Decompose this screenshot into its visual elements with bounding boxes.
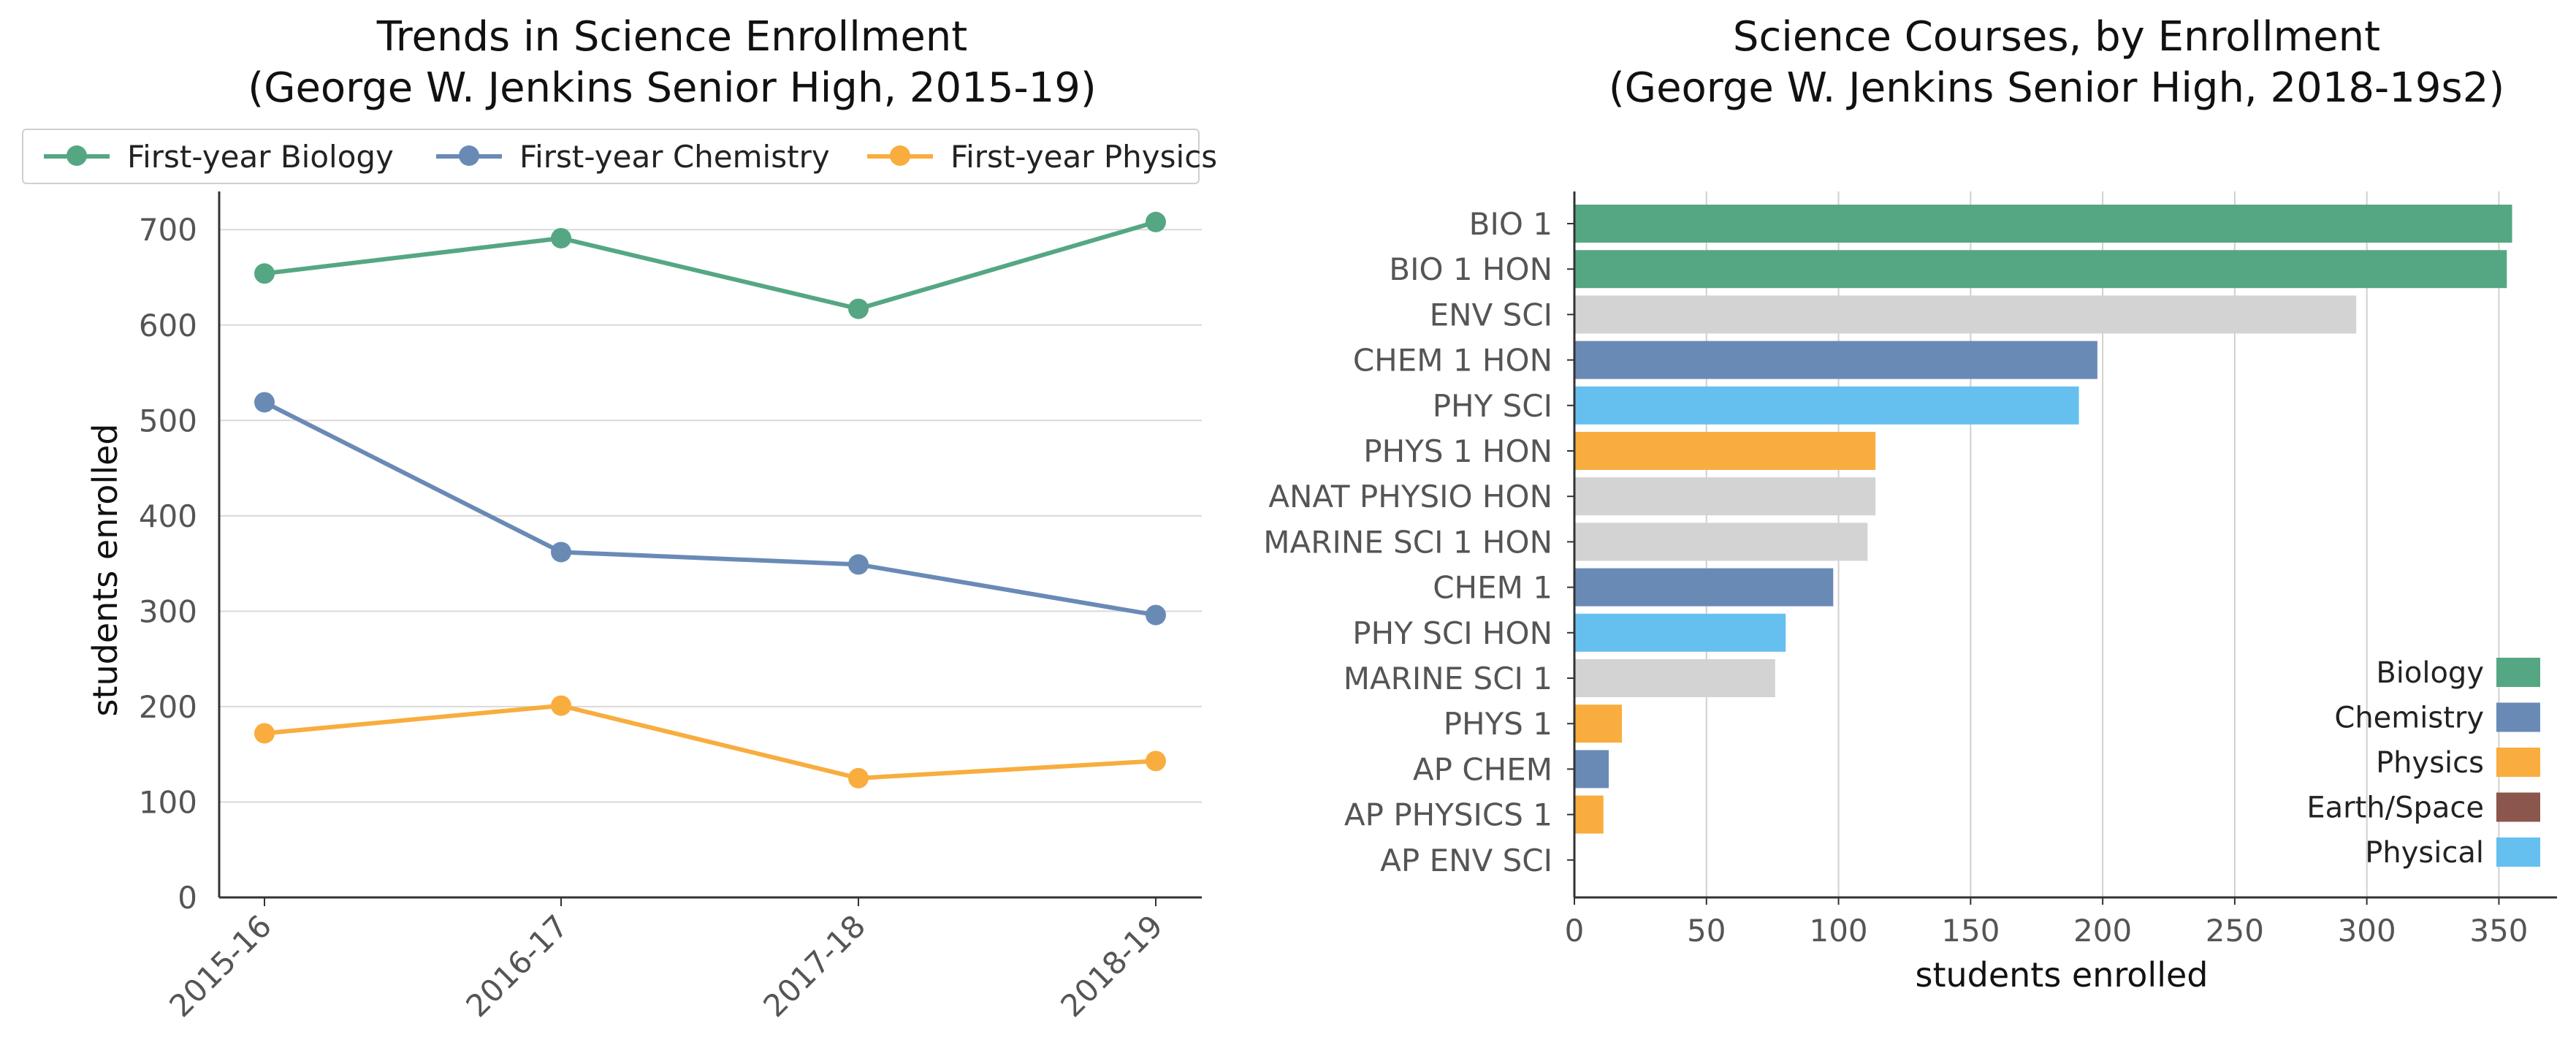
legend-label-biology: First-year Biology	[127, 138, 394, 175]
bar-category-label-ap-chem: AP CHEM	[1413, 751, 1552, 787]
data-point-first-year-physics-2018-19	[1146, 751, 1166, 772]
bar-legend-swatch-physical	[2496, 837, 2540, 867]
bar-chart-legend: Biology Chemistry Physics Earth/Space Physic…	[2306, 656, 2540, 870]
legend-label-physics: First-year Physics	[950, 138, 1218, 175]
bar-bio-1-hon	[1574, 250, 2507, 289]
bar-x-tick-label-150: 150	[1941, 913, 2000, 949]
bar-phys-1	[1574, 704, 1623, 743]
bar-x-tick-label-50: 50	[1687, 913, 1726, 949]
series-line-first-year-biology	[264, 219, 1156, 311]
bar-chem-1-hon	[1574, 341, 2097, 379]
bar-legend-swatch-chemistry	[2496, 702, 2540, 732]
legend-swatch-biology	[44, 145, 110, 166]
bar-category-label-bio-1-hon: BIO 1 HON	[1389, 251, 1552, 287]
data-point-first-year-physics-2017-18	[848, 767, 869, 789]
legend-item-chemistry: First-year Chemistry	[436, 130, 830, 183]
legend-item-biology: First-year Biology	[44, 130, 394, 183]
legend-swatch-physics	[867, 145, 933, 166]
bar-chart-title-line-2: (George W. Jenkins Senior High, 2018-19s…	[1608, 64, 2505, 112]
data-point-first-year-chemistry-2018-19	[1146, 604, 1166, 626]
line-chart-axes: 0 100 200 300 400 500 600 700 2015-16 2016-17 2017…	[139, 191, 1202, 1024]
bar-x-tick-label-350: 350	[2469, 913, 2528, 949]
bar-chart-x-axis-label: students enrolled	[1916, 955, 2209, 995]
bar-ap-physics-1	[1574, 795, 1604, 834]
y-tick-label-0: 0	[178, 880, 197, 916]
bar-bio-1	[1574, 205, 2512, 243]
y-tick-label-300: 300	[139, 593, 197, 629]
bar-category-label-bio-1: BIO 1	[1469, 206, 1552, 242]
line-chart-series	[254, 211, 1166, 789]
bar-x-tick-label-200: 200	[2073, 913, 2132, 949]
data-point-first-year-biology-2015-16	[254, 263, 275, 284]
bar-env-sci	[1574, 295, 2357, 334]
bar-category-label-phy-sci-hon: PHY SCI HON	[1352, 615, 1552, 651]
line-chart-title-line-1: Trends in Science Enrollment	[376, 13, 968, 61]
legend-item-physics: First-year Physics	[867, 130, 1217, 183]
line-chart-gridlines	[219, 229, 1202, 803]
bar-category-label-chem-1-hon: CHEM 1 HON	[1353, 343, 1552, 379]
bar-marine-sci-1	[1574, 659, 1775, 697]
bar-category-label-phys-1-hon: PHYS 1 HON	[1363, 433, 1552, 469]
bar-category-label-env-sci: ENV SCI	[1430, 297, 1552, 333]
data-point-first-year-chemistry-2015-16	[254, 392, 275, 413]
data-point-first-year-physics-2016-17	[551, 695, 571, 716]
line-chart-legend: First-year Biology First-year Chemistry …	[22, 129, 1217, 184]
x-tick-label-2018-19: 2018-19	[1053, 908, 1170, 1024]
bar-x-tick-label-300: 300	[2338, 913, 2396, 949]
bar-category-label-ap-env-sci: AP ENV SCI	[1380, 843, 1552, 878]
bar-category-label-anat-physio-hon: ANAT PHYSIO HON	[1268, 479, 1552, 514]
x-tick-label-2017-18: 2017-18	[756, 908, 872, 1024]
legend-swatch-chemistry	[436, 145, 502, 166]
line-chart-title: Trends in Science Enrollment (George W. …	[146, 12, 1198, 114]
bar-legend-label-physical: Physical	[2365, 836, 2484, 870]
bar-marine-sci-1-hon	[1574, 523, 1868, 561]
bar-category-label-phy-sci: PHY SCI	[1433, 388, 1552, 424]
bar-category-label-marine-sci-1: MARINE SCI 1	[1344, 661, 1552, 696]
data-point-first-year-chemistry-2016-17	[551, 542, 571, 563]
line-chart-title-line-2: (George W. Jenkins Senior High, 2015-19)	[248, 64, 1097, 112]
bar-chart-axes: 0 50 100 150 200 250 300 350 BIO 1 BIO 1 HON ENV S…	[1263, 191, 2557, 949]
bar-legend-label-chemistry: Chemistry	[2334, 702, 2484, 735]
x-tick-label-2016-17: 2016-17	[459, 908, 575, 1024]
bar-x-tick-label-100: 100	[1809, 913, 1867, 949]
y-tick-label-500: 500	[139, 403, 197, 438]
bar-category-label-phys-1: PHYS 1	[1444, 706, 1552, 742]
bar-x-tick-label-250: 250	[2206, 913, 2264, 949]
data-point-first-year-physics-2015-16	[254, 723, 275, 744]
x-tick-label-2015-16: 2015-16	[162, 908, 278, 1024]
bar-chart-title-line-1: Science Courses, by Enrollment	[1732, 13, 2381, 61]
data-point-first-year-biology-2018-19	[1146, 211, 1166, 232]
series-line-first-year-physics	[264, 703, 1156, 780]
data-point-first-year-biology-2017-18	[848, 298, 869, 319]
bar-x-tick-label-0: 0	[1565, 913, 1585, 949]
line-chart-y-axis-label: students enrolled	[85, 424, 125, 717]
bar-phys-1-hon	[1574, 432, 1876, 470]
bar-legend-label-earth-space: Earth/Space	[2306, 791, 2484, 825]
bar-ap-chem	[1574, 750, 1609, 789]
bar-legend-label-physics: Physics	[2376, 746, 2484, 780]
y-tick-label-700: 700	[139, 212, 197, 248]
y-tick-label-400: 400	[139, 498, 197, 534]
y-tick-label-100: 100	[139, 784, 197, 820]
bar-category-label-ap-physics-1: AP PHYSICS 1	[1344, 797, 1552, 833]
series-line-first-year-chemistry	[263, 400, 1156, 618]
bar-chart-title: Science Courses, by Enrollment (George W…	[1571, 12, 2542, 114]
bar-category-label-chem-1: CHEM 1	[1433, 570, 1552, 606]
data-point-first-year-chemistry-2017-18	[848, 554, 869, 575]
data-point-first-year-biology-2016-17	[551, 227, 571, 248]
bar-category-label-marine-sci-1-hon: MARINE SCI 1 HON	[1263, 524, 1552, 560]
bar-legend-label-biology: Biology	[2376, 656, 2484, 690]
bar-chem-1	[1574, 568, 1834, 607]
bar-phy-sci	[1574, 386, 2079, 425]
y-tick-label-600: 600	[139, 308, 197, 343]
legend-label-chemistry: First-year Chemistry	[519, 138, 830, 175]
bar-chart-bars	[1574, 205, 2512, 834]
bar-phy-sci-hon	[1574, 613, 1786, 652]
bar-legend-swatch-physics	[2496, 748, 2540, 777]
bar-legend-swatch-biology	[2496, 658, 2540, 687]
bar-legend-swatch-earth-space	[2496, 792, 2540, 822]
bar-anat-physio-hon	[1574, 477, 1876, 516]
y-tick-label-200: 200	[139, 689, 197, 725]
